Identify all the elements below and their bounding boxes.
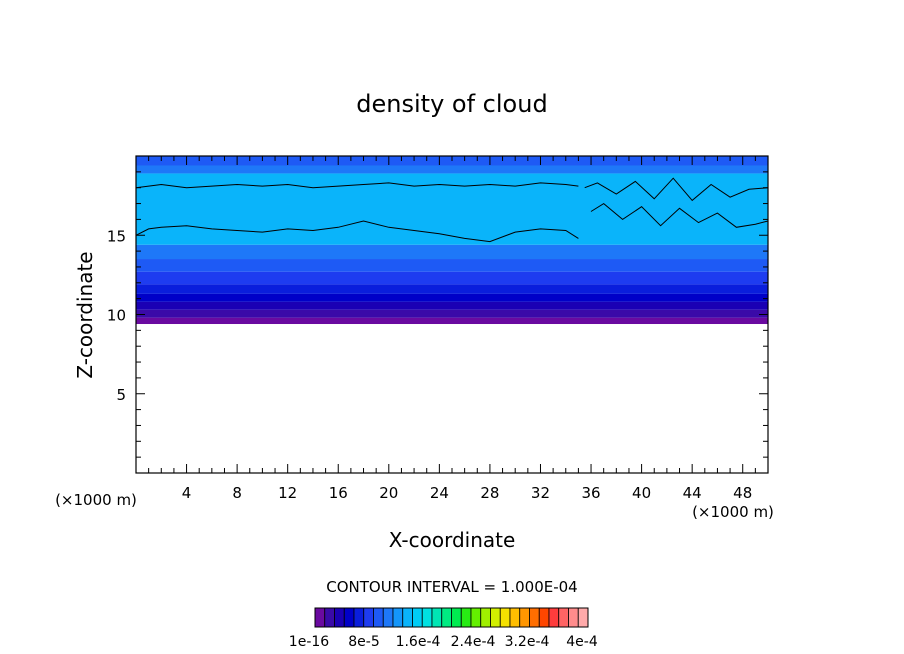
colorbar-swatch-9 [402, 607, 413, 628]
colorbar-swatch-7 [382, 607, 394, 628]
x-tick-label-32: 32 [531, 484, 550, 502]
colorbar-swatch-5 [363, 607, 374, 628]
colorbar-label-5: 4e-4 [566, 634, 598, 650]
colorbar-swatch-14 [451, 607, 462, 628]
colorbar-label-0: 1e-16 [289, 634, 329, 650]
colorbar-swatch-21 [519, 607, 530, 628]
contour-band-2 [136, 301, 768, 310]
colorbar-swatch-27 [577, 607, 589, 628]
contour-interval-label: CONTOUR INTERVAL = 1.000E-04 [326, 578, 577, 596]
colorbar-label-2: 1.6e-4 [396, 634, 441, 650]
colorbar-swatch-22 [529, 607, 540, 628]
contour-band-3 [136, 293, 768, 302]
x-tick-label-28: 28 [480, 484, 499, 502]
colorbar-swatch-6 [373, 607, 384, 628]
colorbar-swatch-4 [353, 607, 365, 628]
contour-line-3 [590, 202, 769, 228]
colorbar-swatch-1 [324, 607, 335, 628]
y-tick-label-15: 15 [107, 227, 126, 245]
contour-band-9 [136, 165, 768, 174]
colorbar-swatch-24 [548, 607, 560, 628]
y-unit-label: (×1000 m) [55, 491, 137, 509]
y-tick-label-10: 10 [107, 307, 126, 325]
colorbar-swatch-13 [441, 607, 452, 628]
contour-band-5 [136, 271, 768, 285]
colorbar-swatch-26 [568, 607, 579, 628]
contour-line-1 [135, 220, 579, 243]
y-axis-label: Z-coordinate [73, 251, 97, 378]
x-axis-label: X-coordinate [389, 528, 516, 552]
x-tick-label-20: 20 [379, 484, 398, 502]
colorbar-frame [314, 607, 589, 628]
colorbar-swatch-2 [334, 607, 345, 628]
x-tick-label-4: 4 [182, 484, 192, 502]
contour-band-7 [136, 244, 768, 260]
x-tick-label-48: 48 [733, 484, 752, 502]
colorbar-labels: 1e-16 8e-5 1.6e-4 2.4e-4 3.2e-4 4e-4 [289, 634, 598, 650]
x-unit-label: (×1000 m) [692, 503, 774, 521]
contour-band-0 [136, 317, 768, 325]
colorbar-swatch-20 [509, 607, 521, 628]
y-axis: 5 10 15 [107, 171, 768, 458]
x-tick-label-40: 40 [632, 484, 651, 502]
colorbar-swatch-15 [460, 607, 472, 628]
x-tick-label-36: 36 [581, 484, 600, 502]
x-tick-label-44: 44 [683, 484, 702, 502]
chart-title: density of cloud [356, 90, 547, 118]
x-tick-label-24: 24 [430, 484, 449, 502]
x-tick-label-8: 8 [232, 484, 242, 502]
contour-line-2 [584, 177, 769, 202]
colorbar-swatch-17 [480, 607, 491, 628]
colorbar-swatch-0 [314, 607, 326, 628]
contour-band-8 [136, 173, 768, 245]
colorbar-swatch-11 [421, 607, 433, 628]
colorbar-swatch-25 [558, 607, 569, 628]
x-axis: 4 8 12 16 20 24 28 32 36 40 44 48 [148, 156, 756, 502]
x-tick-label-12: 12 [278, 484, 297, 502]
colorbar-label-3: 2.4e-4 [451, 634, 496, 650]
colorbar-swatch-12 [431, 607, 443, 628]
plot-area [135, 155, 769, 474]
colorbar-label-1: 8e-5 [348, 634, 379, 650]
contour-line-0 [135, 182, 579, 189]
colorbar-label-4: 3.2e-4 [505, 634, 550, 650]
colorbar-swatch-23 [538, 607, 550, 628]
y-tick-label-5: 5 [116, 386, 126, 404]
colorbar-swatch-10 [412, 607, 423, 628]
x-tick-label-16: 16 [329, 484, 348, 502]
colorbar-swatch-8 [392, 607, 404, 628]
contour-band-6 [136, 259, 768, 272]
colorbar [314, 607, 589, 628]
colorbar-swatch-3 [343, 607, 355, 628]
colorbar-swatch-19 [499, 607, 511, 628]
contour-band-4 [136, 284, 768, 294]
colorbar-swatch-18 [490, 607, 501, 628]
contour-band-1 [136, 309, 768, 318]
colorbar-swatch-16 [470, 607, 482, 628]
